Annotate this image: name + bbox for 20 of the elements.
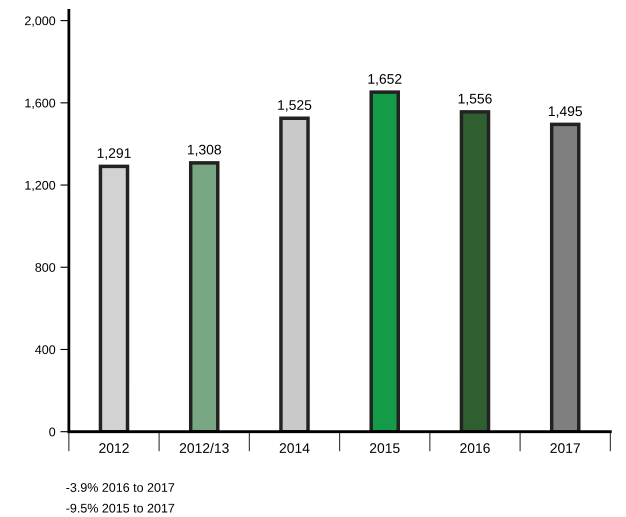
x-tick-label: 2012 — [99, 443, 129, 454]
data-label: 1,308 — [188, 144, 222, 156]
y-tick-label: 800 — [35, 263, 56, 272]
data-label: 1,525 — [278, 100, 312, 112]
x-tick-label: 2015 — [370, 443, 400, 454]
data-label: 1,652 — [368, 74, 402, 86]
x-tick-label: 2014 — [280, 443, 310, 454]
y-tick-label: 0 — [49, 427, 56, 436]
y-tick-label: 1,600 — [25, 98, 56, 109]
x-tick-label: 2017 — [550, 443, 580, 454]
text: -9.5% 2015 to 2017 — [66, 504, 174, 513]
data-label: 1,495 — [548, 106, 582, 118]
y-tick-label: 400 — [35, 345, 56, 354]
data-label: 1,556 — [458, 94, 492, 106]
x-tick-label: 2016 — [460, 443, 490, 454]
data-label: 1,291 — [98, 148, 131, 160]
text: -3.9% 2016 to 2017 — [66, 483, 174, 492]
y-tick-label: 1,200 — [25, 180, 56, 192]
y-tick-label: 2,000 — [25, 16, 56, 27]
x-tick-label: 2012/13 — [180, 442, 229, 454]
